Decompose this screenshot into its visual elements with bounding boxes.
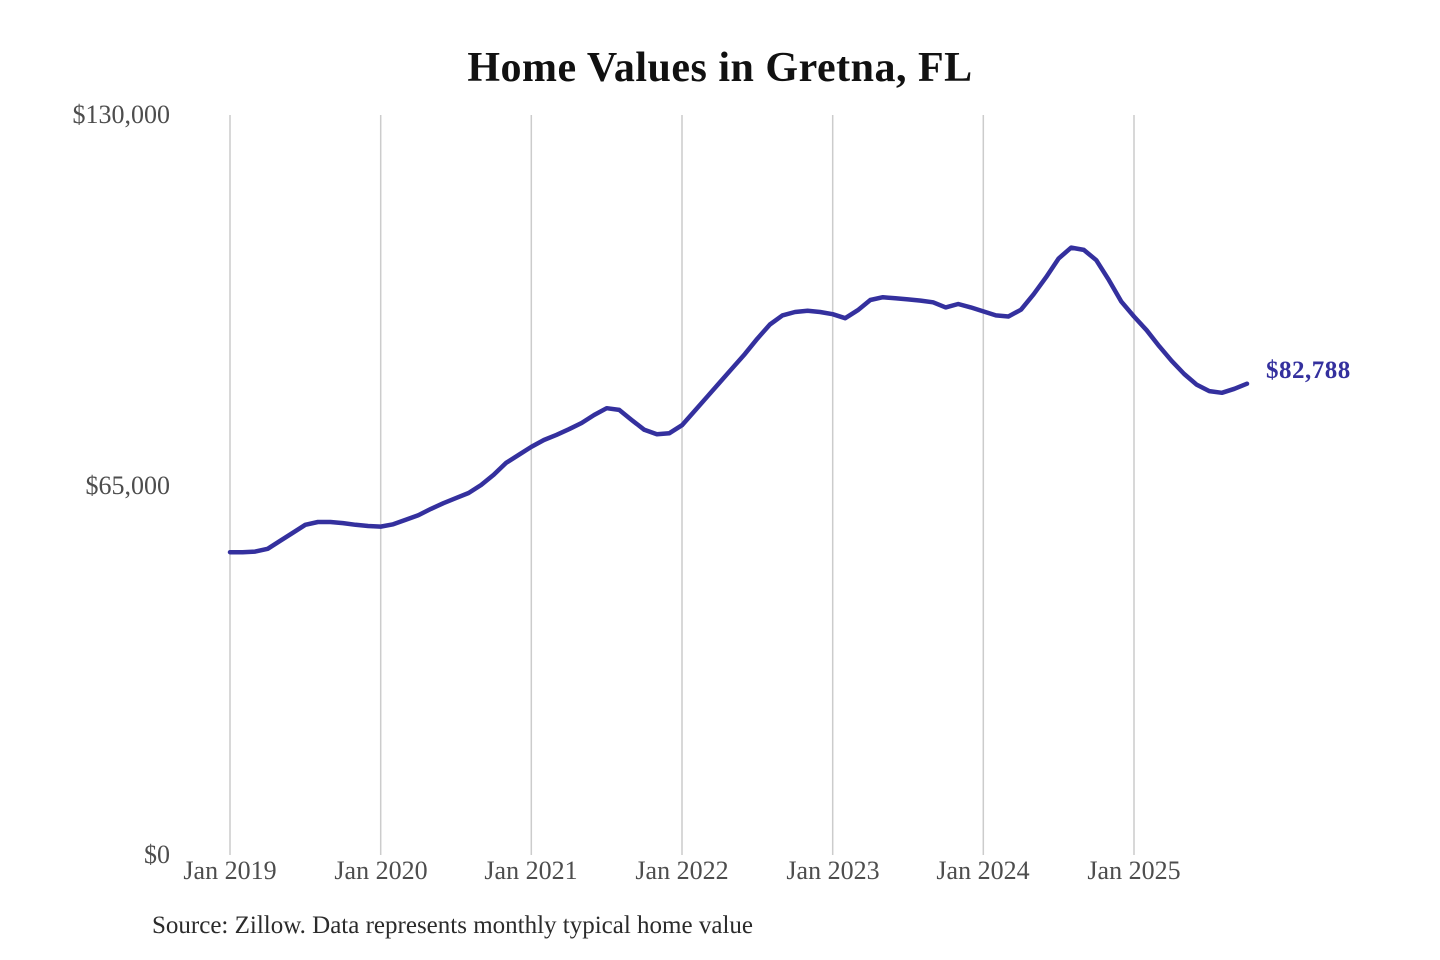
x-axis-tick-jan-2023: Jan 2023 [786, 856, 880, 885]
x-axis-tick-jan-2022: Jan 2022 [635, 856, 729, 885]
chart-title: Home Values in Gretna, FL [467, 45, 973, 91]
x-axis-tick-jan-2020: Jan 2020 [334, 856, 428, 885]
x-axis-tick-jan-2025: Jan 2025 [1087, 856, 1181, 885]
x-axis-tick-jan-2024: Jan 2024 [936, 856, 1030, 885]
x-axis-tick-jan-2019: Jan 2019 [183, 856, 277, 885]
source-note: Source: Zillow. Data represents monthly … [152, 912, 753, 939]
latest-value-label: $82,788 [1266, 357, 1351, 384]
y-axis-tick-130000: $130,000 [72, 100, 171, 129]
y-axis-tick-0: $0 [144, 840, 170, 869]
x-axis-tick-jan-2021: Jan 2021 [484, 856, 578, 885]
y-axis-tick-65000: $65,000 [85, 471, 171, 500]
